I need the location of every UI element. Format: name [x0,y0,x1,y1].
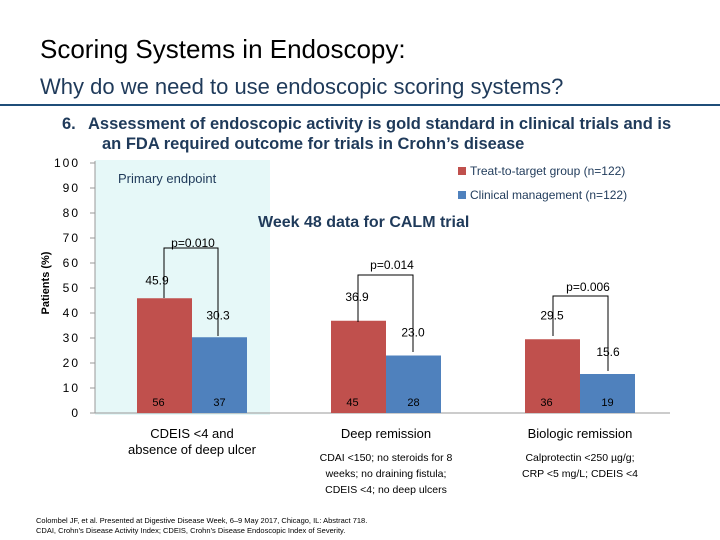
y-tick-label: 80 [63,206,80,220]
slide-title: Scoring Systems in Endoscopy: [40,34,406,64]
y-axis-title: Patients (%) [40,251,52,314]
bar-n-label: 36 [540,397,552,409]
category-note-line: weeks; no draining fistula; [325,468,447,480]
bar-value-label: 29.5 [540,308,564,322]
bar [331,320,386,413]
category-note: Calprotectin <250 µg/g; CRP <5 mg/L; CDEI… [522,452,638,480]
category-note-line: CDAI <150; no steroids for 8 [320,452,453,464]
bar-n-label: 45 [346,397,358,409]
category-label-line: CDEIS <4 and [150,426,233,441]
p-value-bracket [357,274,414,352]
chart-title: Week 48 data for CALM trial [258,214,469,231]
bar-n-label: 19 [601,397,613,409]
y-tick-label: 30 [63,331,80,345]
bar-n-label: 56 [152,397,164,409]
bar-value-label: 36.9 [345,290,369,304]
legend-label: Clinical management (n=122) [470,188,627,202]
p-value-label: p=0.006 [566,280,610,294]
primary-endpoint-label: Primary endpoint [118,171,217,186]
slide-subtitle: Why do we need to use endoscopic scoring… [40,74,564,99]
point-number: 6. [62,115,76,133]
legend-swatch [458,191,466,199]
bar-n-label: 37 [213,397,225,409]
p-value-bracket [552,295,609,371]
footnote-abbreviations: CDAI, Crohn’s Disease Activity Index; CD… [36,526,346,535]
category-note-line: CRP <5 mg/L; CDEIS <4 [522,468,638,480]
bar-value-label: 45.9 [145,273,169,287]
p-value-label: p=0.010 [171,236,215,250]
bar [580,374,635,413]
point-line-2: an FDA required outcome for trials in Cr… [102,135,525,153]
p-value-bracket [163,247,219,336]
p-value-label: p=0.014 [370,258,414,272]
y-tick-label: 40 [63,306,80,320]
title-divider [0,104,720,106]
y-tick-label: 10 [63,381,80,395]
bar [192,337,247,413]
y-tick-label: 20 [63,356,80,370]
key-point: 6. Assessment of endoscopic activity is … [62,114,682,154]
bar [525,339,580,413]
category-label: Deep remission [341,426,431,441]
category-label-line: absence of deep ulcer [128,442,257,457]
y-tick-label: 0 [71,406,80,420]
category-label: CDEIS <4 and absence of deep ulcer [128,426,257,457]
category-note-line: Calprotectin <250 µg/g; [525,452,634,464]
y-tick-label: 90 [63,181,80,195]
bar [137,298,192,413]
category-note-line: CDEIS <4; no deep ulcers [325,484,447,496]
footnote: Colombel JF, et al. Presented at Digesti… [36,516,367,536]
category-note: CDAI <150; no steroids for 8 weeks; no dr… [320,452,453,496]
bar-n-label: 28 [407,397,419,409]
footnote-reference: Colombel JF, et al. Presented at Digesti… [36,516,368,525]
y-tick-label: 70 [63,231,80,245]
legend-label: Treat-to-target group (n=122) [470,164,625,178]
legend-swatch [458,167,466,175]
y-tick-label: 100 [54,156,80,170]
bar [386,355,441,413]
category-label: Biologic remission [528,426,633,441]
point-line-1: Assessment of endoscopic activity is gol… [87,115,672,133]
y-tick-label: 50 [63,281,80,295]
y-tick-label: 60 [63,256,80,270]
